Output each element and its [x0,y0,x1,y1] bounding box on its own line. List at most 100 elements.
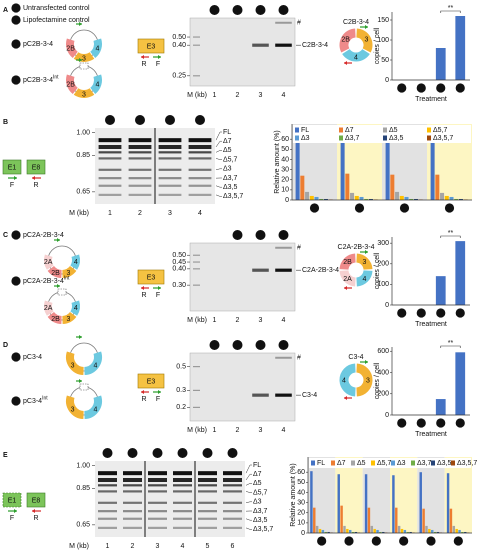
exon-box [26,159,46,175]
band-label: C2A-2B-3-4 [302,267,339,274]
gel-band-faint [275,246,292,249]
primer-arrow-head [344,396,347,400]
number-badge-label: 3 [403,205,407,212]
band-label: Δ3,5,7 [253,526,273,533]
band-label: C2B-3-4 [302,42,328,49]
plasmid-exon-label: 3 [67,316,71,323]
gel-band [98,145,122,149]
y-tick-label: 60 [297,469,305,476]
number-badge-label: 7 [429,538,433,545]
plasmid-exon-label: 2B [51,316,60,323]
primer-arrow-head [158,286,161,290]
legend-swatch [427,127,431,133]
number-badge-label: 2 [347,538,351,545]
lane-number: 3 [259,427,263,434]
number-badge [416,308,426,318]
bar [455,352,466,415]
bar [461,531,464,533]
number-badge [397,83,407,93]
gel-band [128,151,152,154]
legend-swatch [311,460,315,466]
legend-label: Δ3,5,7 [457,460,477,467]
significance-label: ** [448,230,454,237]
primer-arrow-head [365,360,368,364]
ring-segment-label: 4 [363,276,367,283]
marker-label: M (kb) [69,210,89,217]
gel-band [148,471,167,476]
primer-arrow-head [32,509,35,513]
y-tick-label: 50 [297,479,305,486]
bar [354,531,358,533]
number-badge [209,5,220,15]
gel-band [148,501,167,504]
bar [455,241,466,305]
number-badge [11,75,21,85]
gel-band [223,471,242,476]
primer-arrow-head [57,284,60,288]
lane-number: 3 [168,210,172,217]
bar [337,474,340,533]
gel-band [158,184,182,187]
y-tick-label: 300 [377,240,389,247]
plasmid-exon-label: 2B [51,270,60,277]
number-badge [455,308,465,318]
gel-band [148,526,167,529]
legend-label: FL [317,460,325,467]
bar [435,399,446,415]
bar [313,507,316,533]
number-badge [416,83,426,93]
band-pointer [215,185,222,188]
bar [431,529,434,533]
x-axis-label: Treatment [415,431,447,438]
plasmid-exon [83,351,102,375]
gel-band [198,526,217,529]
plasmid-exon [83,395,102,419]
y-tick-label: 0 [285,197,289,204]
ring-segment [355,253,373,271]
number-badge-label: 6 [14,278,18,285]
gel-band [188,151,212,154]
significance-bracket [440,345,461,348]
plasmid-exon-label: 4 [94,362,98,369]
gel-band [98,478,117,482]
band-pointer [215,140,222,148]
extra-band-label: # [297,245,301,252]
legend-label: Δ7 [345,127,354,134]
gel-band [128,184,152,187]
primer-arrow-head [141,286,144,290]
primer-arrow-head [344,286,347,290]
bar [319,198,324,200]
gel-band [252,268,269,272]
number-badge [436,308,446,318]
band-label: Δ3 [253,499,262,506]
bar [446,473,450,533]
plasmid-exon [44,300,54,316]
number-badge-label: 7 [259,342,263,349]
legend-label: Δ3,7 [345,135,360,142]
construct-name: pC2A-2B-3-4Int [23,276,70,285]
construct-name-sup: Int [53,75,59,81]
bar [370,525,374,533]
plasmid-exon-label: 2B [66,45,75,52]
number-badge-label: 3 [14,41,18,48]
number-badge [278,5,289,15]
bar [395,507,398,533]
primer-label: R [141,61,146,68]
number-badge-label: 2 [419,420,423,427]
legend-text: Untransfected control [23,5,90,12]
number-badge [455,418,465,428]
gel-band [148,510,167,513]
gel-band [98,490,117,493]
legend-label: Δ3 [301,135,310,142]
x-axis-label: Treatment [415,321,447,328]
band-label: Δ3,5 [253,517,268,524]
gel-band [173,484,192,487]
legend-label: Δ5,7 [433,127,448,134]
bar [295,138,300,200]
gel-band [223,490,242,493]
number-badge [11,276,21,286]
plasmid-exon [70,254,80,270]
exon-label: E1 [8,164,17,171]
ring-segment-label: 3 [363,259,367,266]
band-pointer [215,131,222,141]
